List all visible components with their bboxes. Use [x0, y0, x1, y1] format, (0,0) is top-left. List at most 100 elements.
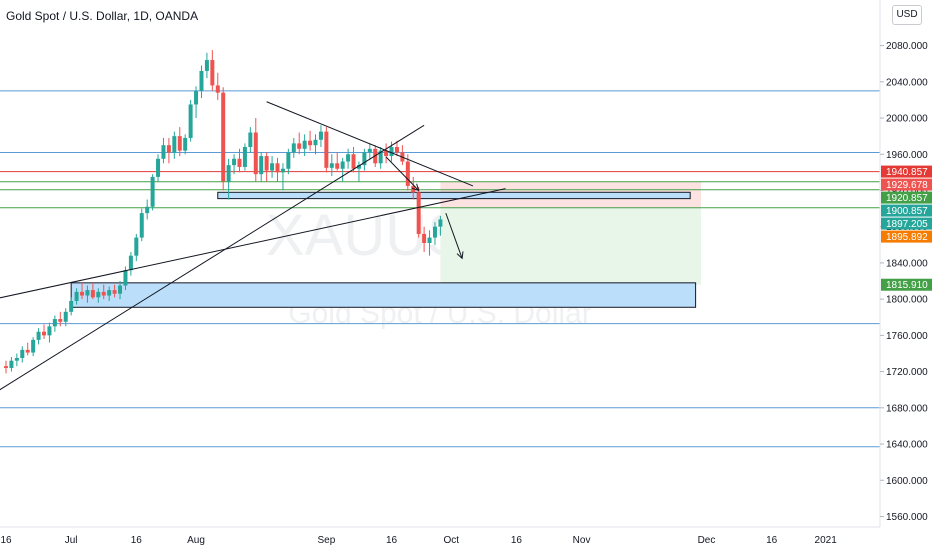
candle-body: [286, 152, 291, 169]
arrow-line: [385, 156, 420, 191]
candle-body: [427, 237, 432, 243]
price-tick-label: 1800.000: [886, 295, 928, 306]
candle-body: [156, 158, 161, 177]
candle-body: [150, 176, 155, 207]
price-label-box: [881, 217, 932, 230]
candle-body: [384, 150, 389, 157]
candle-body: [270, 163, 275, 171]
candle-body: [177, 136, 182, 151]
candle-body: [242, 147, 247, 167]
price-label-box: [881, 165, 932, 178]
candle-body: [139, 213, 144, 238]
candle-body: [52, 319, 57, 327]
candle-body: [134, 237, 139, 256]
price-tick-label: 1640.000: [886, 440, 928, 451]
candle-body: [204, 60, 209, 71]
currency-button[interactable]: USD: [892, 5, 922, 25]
candle-body: [183, 137, 188, 151]
time-tick-label: Dec: [698, 535, 716, 546]
candle-body: [25, 349, 30, 353]
candle-body: [20, 349, 25, 358]
demand-zone-box: [70, 282, 697, 308]
candle-body: [210, 60, 215, 86]
candle-body: [422, 233, 427, 243]
candle-body: [145, 206, 150, 214]
price-tick-label: 1680.000: [886, 403, 928, 414]
time-tick-label: 16: [511, 535, 523, 546]
chart-title: Gold Spot / U.S. Dollar, 1D, OANDA: [6, 9, 199, 23]
price-tick-label: 2040.000: [886, 77, 928, 88]
arrow-line: [445, 212, 463, 259]
price-label-box: [881, 278, 932, 291]
candle-body: [335, 163, 340, 169]
candle-body: [47, 326, 52, 336]
candle-body: [14, 358, 19, 361]
price-label-text: 1929.678: [886, 180, 928, 191]
price-label-text: 1895.892: [886, 232, 928, 243]
candle-body: [221, 92, 226, 182]
candle-body: [302, 140, 307, 149]
candle-body: [90, 290, 95, 298]
take-profit-zone: [440, 207, 702, 285]
arrow-head: [411, 183, 420, 192]
time-tick-label: Sep: [317, 535, 335, 546]
time-tick-label: Nov: [573, 535, 591, 546]
price-tick-label: 1920.000: [886, 186, 928, 197]
candle-body: [74, 291, 79, 301]
time-tick-label: 2021: [815, 535, 838, 546]
candle-body: [329, 163, 334, 168]
candle-body: [9, 360, 14, 368]
supply-zone-box: [217, 191, 691, 200]
price-label-box: [881, 230, 932, 243]
candle-body: [346, 154, 351, 162]
time-tick-label: 16: [0, 535, 12, 546]
candle-body: [237, 158, 242, 167]
candle-body: [280, 168, 285, 173]
price-tick-label: 1560.000: [886, 512, 928, 523]
time-tick-label: 16: [766, 535, 778, 546]
candle-body: [118, 285, 123, 294]
candle-body: [112, 290, 117, 294]
candle-body: [96, 291, 101, 298]
candle-body: [4, 366, 8, 368]
time-tick-label: Oct: [443, 535, 459, 546]
candle-body: [367, 148, 372, 153]
candle-body: [36, 331, 41, 340]
candle-body: [291, 143, 296, 153]
candle-body: [199, 70, 204, 91]
price-label-text: 1897.205: [886, 219, 928, 230]
price-label-text: 1920.857: [886, 193, 928, 204]
price-label-text: 1900.857: [886, 206, 928, 217]
price-tick-label: 2000.000: [886, 114, 928, 125]
candle-body: [123, 270, 128, 286]
candle-body: [351, 154, 356, 169]
time-tick-label: Jul: [65, 535, 78, 546]
time-tick-label: 16: [131, 535, 143, 546]
candle-body: [107, 290, 112, 296]
candle-body: [356, 165, 361, 169]
candle-body: [362, 152, 367, 166]
candle-body: [42, 331, 47, 336]
candle-body: [31, 339, 36, 353]
time-tick-label: Aug: [187, 535, 205, 546]
candle-body: [101, 291, 106, 296]
price-label-box: [881, 204, 932, 217]
candle-body: [432, 226, 437, 238]
candle-body: [161, 145, 166, 159]
price-tick-label: 1600.000: [886, 476, 928, 487]
candle-body: [80, 291, 85, 296]
candle-body: [69, 300, 74, 312]
arrow-head: [456, 251, 464, 260]
candle-body: [308, 140, 313, 146]
candle-body: [85, 290, 90, 296]
trendline: [266, 101, 474, 187]
candle-body: [172, 136, 177, 153]
candle-body: [394, 147, 399, 153]
candle-body: [248, 132, 253, 148]
candle-body: [226, 165, 231, 182]
candle-body: [264, 156, 269, 171]
candle-body: [194, 90, 199, 105]
price-tick-label: 1760.000: [886, 331, 928, 342]
